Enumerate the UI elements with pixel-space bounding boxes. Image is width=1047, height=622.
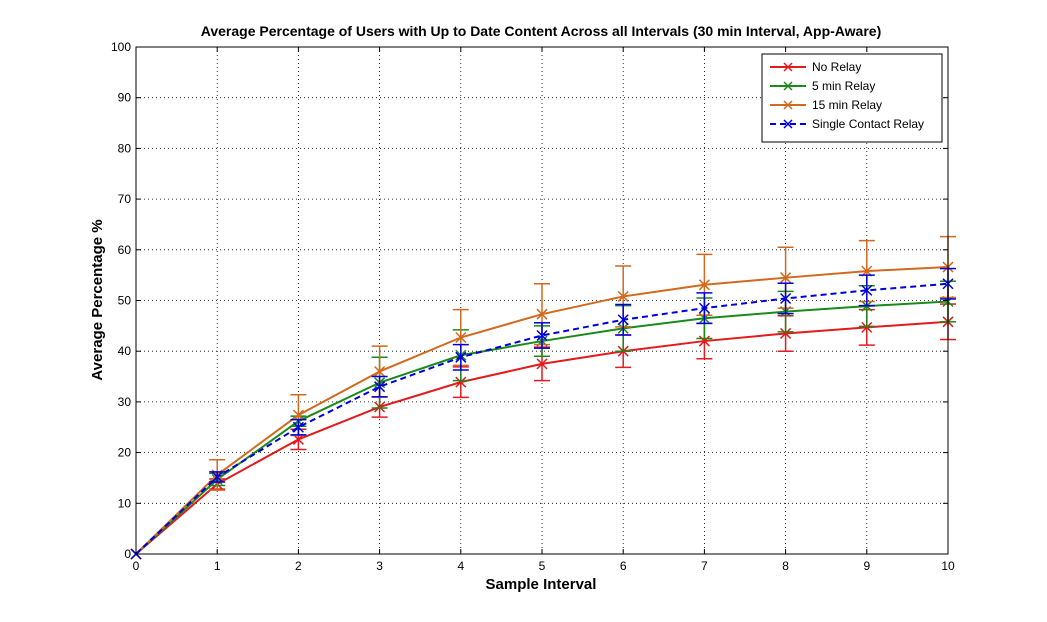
- data-point: [780, 272, 792, 284]
- data-point-stroke: [455, 351, 467, 363]
- data-point-stroke: [617, 290, 629, 302]
- x-tick-label: 8: [782, 559, 789, 573]
- data-point: [698, 302, 710, 314]
- y-tick-label: 10: [118, 496, 132, 510]
- x-tick-label: 6: [620, 559, 627, 573]
- data-point-stroke: [536, 358, 548, 370]
- data-point: [292, 409, 304, 421]
- data-point: [780, 327, 792, 339]
- data-point-stroke: [861, 284, 873, 296]
- legend-label: 15 min Relay: [812, 98, 882, 112]
- data-point: [536, 329, 548, 342]
- x-tick-label: 1: [214, 559, 221, 573]
- x-tick-label: 10: [941, 559, 955, 573]
- legend-item: 5 min Relay: [770, 79, 875, 93]
- data-point: [861, 284, 873, 296]
- legend-item: No Relay: [770, 60, 861, 74]
- y-tick-label: 60: [118, 243, 132, 257]
- data-point-stroke: [780, 327, 792, 339]
- legend-label: Single Contact Relay: [812, 117, 924, 131]
- y-tick-label: 40: [118, 344, 132, 358]
- legend-marker: [783, 100, 793, 110]
- x-axis-label: Sample Interval: [486, 576, 597, 593]
- data-point-stroke: [374, 365, 386, 378]
- y-tick-label: 70: [118, 192, 132, 206]
- y-tick-label: 30: [118, 395, 132, 409]
- data-point: [861, 321, 873, 333]
- data-point-stroke: [698, 302, 710, 314]
- x-tick-label: 3: [376, 559, 383, 573]
- data-point-stroke: [455, 331, 467, 344]
- data-point: [536, 308, 548, 320]
- data-point-stroke: [292, 409, 304, 421]
- y-tick-label: 50: [118, 294, 132, 308]
- data-point-stroke: [698, 279, 710, 291]
- data-point: [780, 292, 792, 305]
- data-point-stroke: [780, 292, 792, 305]
- chart-title: Average Percentage of Users with Up to D…: [201, 23, 881, 39]
- data-point: [374, 365, 386, 378]
- x-tick-label: 2: [295, 559, 302, 573]
- legend: No Relay 5 min Relay 15 min Relay Single Co…: [761, 53, 943, 143]
- data-point-stroke: [698, 335, 710, 347]
- data-point-stroke: [211, 471, 223, 483]
- legend-marker: [783, 81, 793, 91]
- legend-item: Single Contact Relay: [770, 117, 924, 131]
- y-tick-label: 100: [111, 40, 131, 54]
- y-tick-label: 0: [124, 547, 131, 561]
- data-point: [292, 421, 304, 433]
- data-point-stroke: [617, 314, 629, 326]
- y-axis-label: Average Percentage %: [89, 219, 106, 380]
- data-point: [455, 331, 467, 344]
- data-point-stroke: [536, 308, 548, 320]
- x-tick-label: 9: [863, 559, 870, 573]
- legend-marker: [783, 62, 793, 72]
- data-point: [211, 471, 223, 483]
- legend-item: 15 min Relay: [770, 98, 882, 112]
- series-line: [135, 282, 949, 555]
- series-layer: [130, 235, 956, 560]
- legend-label: No Relay: [812, 60, 861, 74]
- data-point: [374, 381, 386, 393]
- data-point-stroke: [292, 421, 304, 433]
- y-tick-label: 20: [118, 446, 132, 460]
- x-tick-label: 5: [539, 559, 546, 573]
- data-point: [698, 335, 710, 347]
- x-tick-label: 7: [701, 559, 708, 573]
- legend-marker: [783, 119, 793, 129]
- legend-label: 5 min Relay: [812, 79, 875, 93]
- x-tick-label: 4: [457, 559, 464, 573]
- y-tick-label: 80: [118, 141, 132, 155]
- x-tick-label: 0: [133, 559, 140, 573]
- data-point-stroke: [780, 272, 792, 284]
- data-point: [617, 290, 629, 302]
- y-tick-label: 90: [118, 91, 132, 105]
- data-point-stroke: [861, 321, 873, 333]
- data-point: [698, 279, 710, 291]
- data-point-stroke: [536, 329, 548, 342]
- data-point: [455, 376, 467, 388]
- data-point: [536, 358, 548, 370]
- data-point: [455, 351, 467, 363]
- data-point-stroke: [374, 381, 386, 393]
- data-point: [617, 314, 629, 326]
- data-point-stroke: [455, 376, 467, 388]
